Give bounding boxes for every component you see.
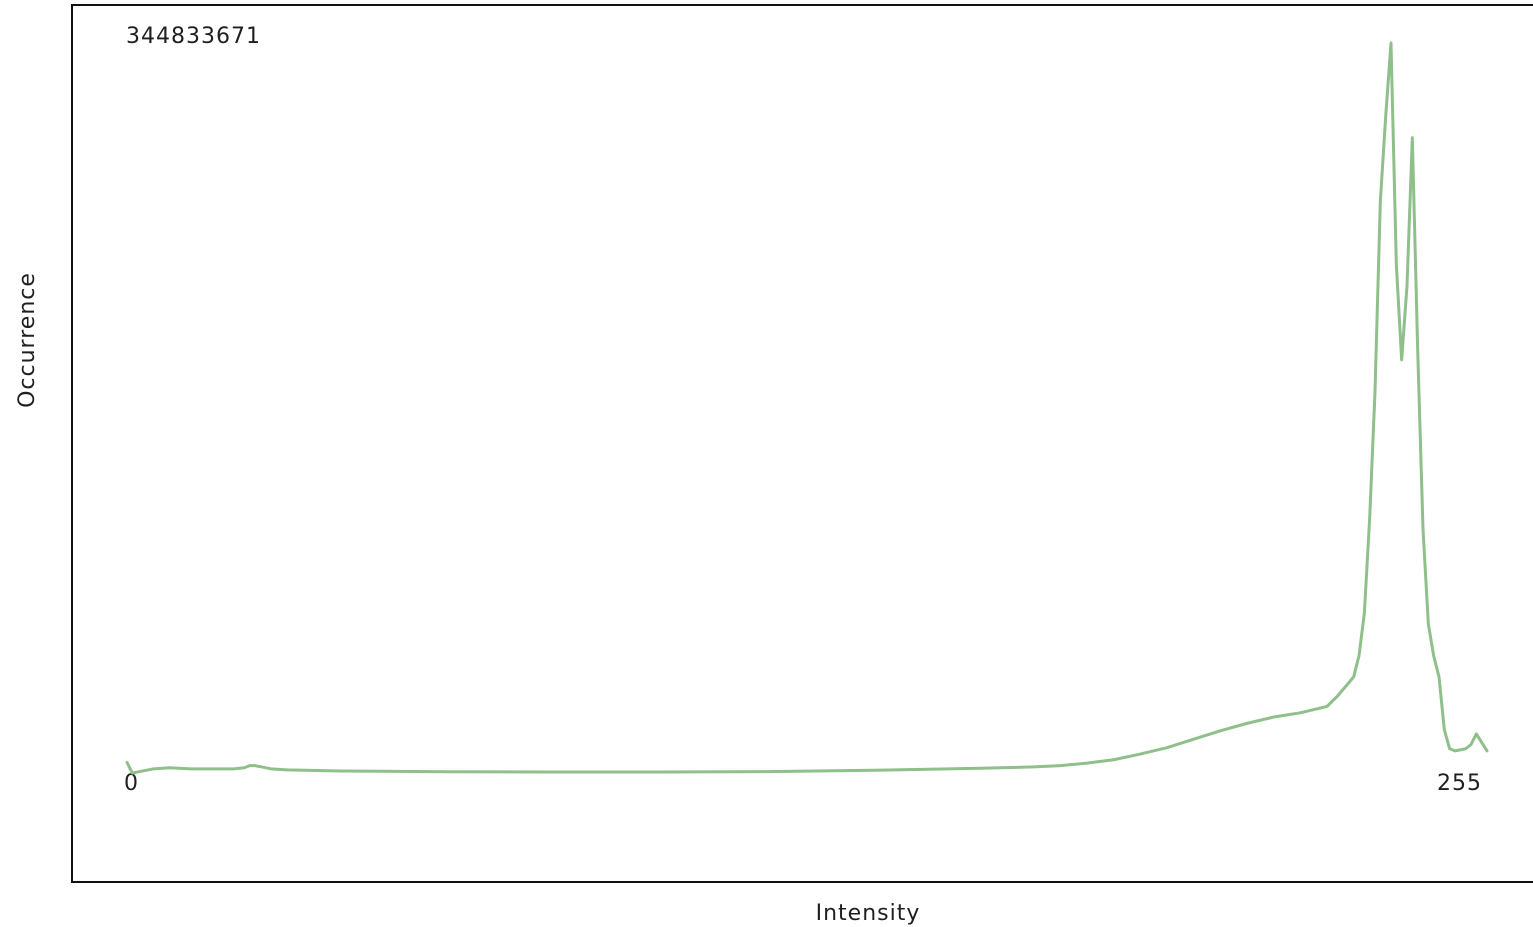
x-max-label: 255 (1437, 771, 1482, 796)
histogram-series-line (125, 41, 1489, 775)
x-axis-label: Intensity (816, 901, 921, 926)
x-min-label: 0 (124, 771, 139, 796)
y-axis-label: Occurrence (15, 272, 40, 408)
max-value-label: 344833671 (126, 24, 261, 49)
